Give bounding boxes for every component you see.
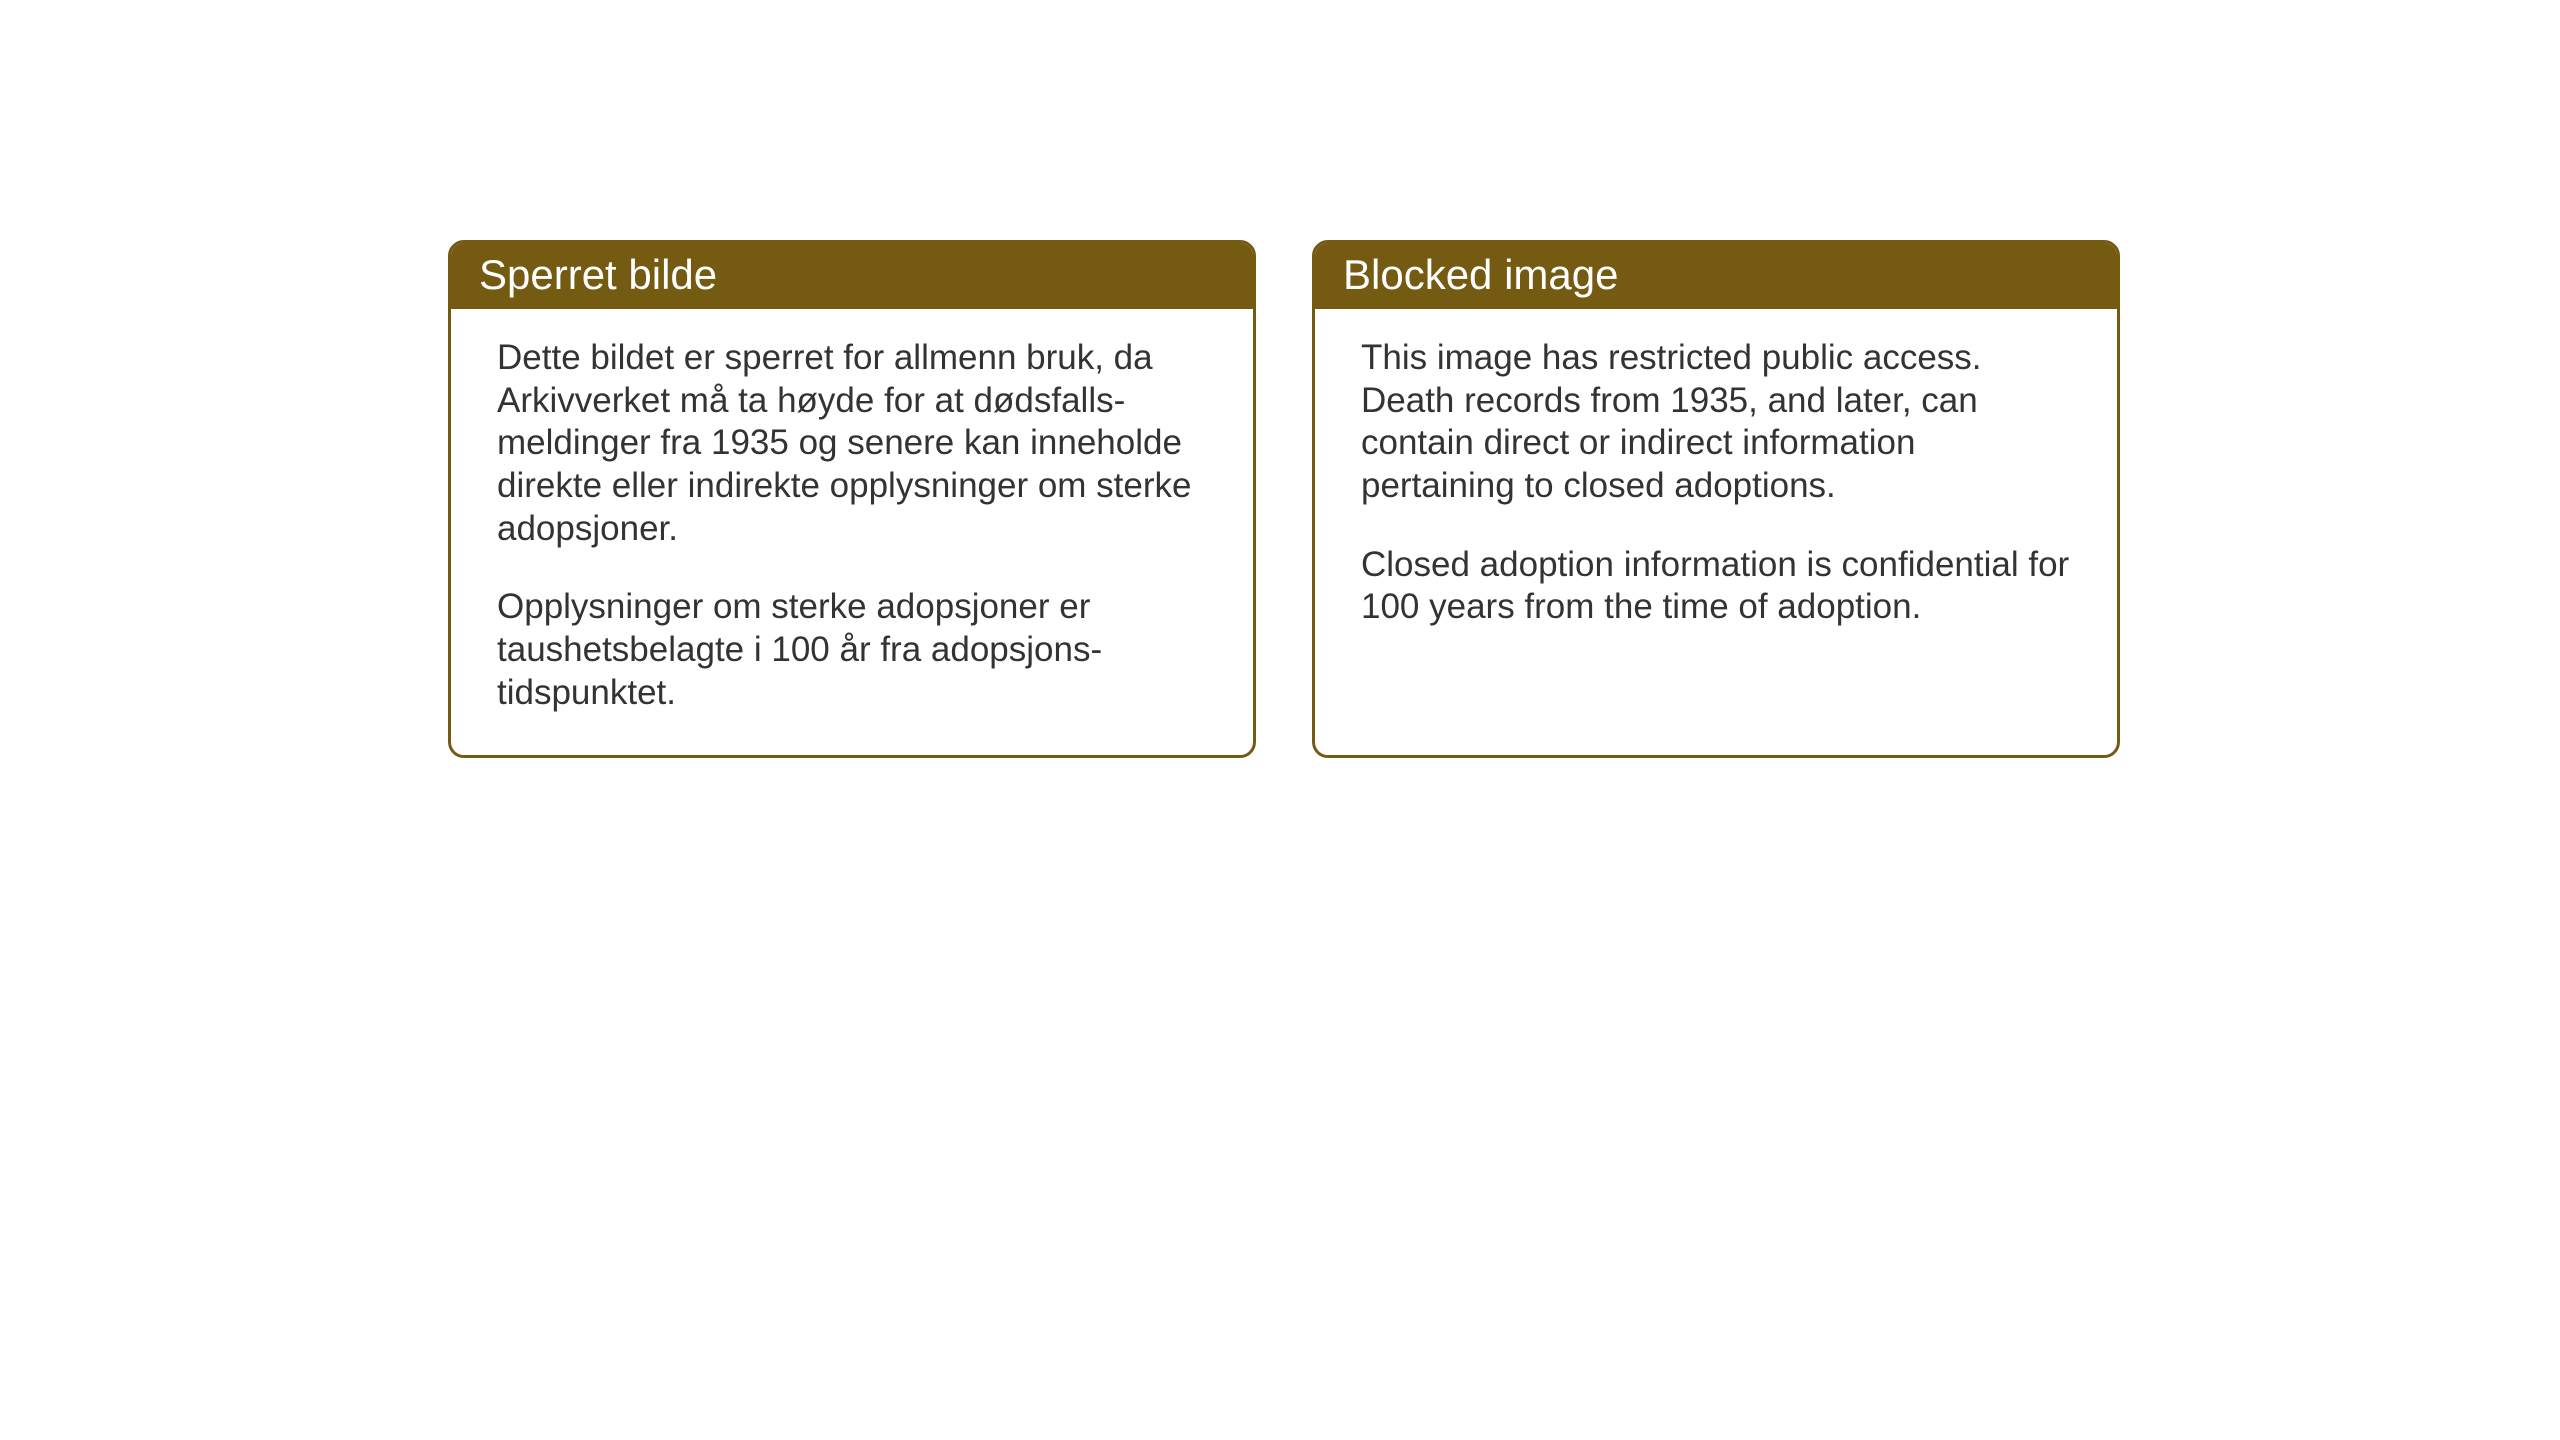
notice-title-norwegian: Sperret bilde (479, 251, 717, 298)
notice-card-english: Blocked image This image has restricted … (1312, 240, 2120, 758)
notice-container: Sperret bilde Dette bildet er sperret fo… (448, 240, 2120, 758)
notice-body-norwegian: Dette bildet er sperret for allmenn bruk… (451, 309, 1253, 755)
notice-title-english: Blocked image (1343, 251, 1618, 298)
notice-paragraph-2-norwegian: Opplysninger om sterke adopsjoner er tau… (497, 586, 1207, 714)
notice-paragraph-1-english: This image has restricted public access.… (1361, 337, 2071, 508)
notice-header-norwegian: Sperret bilde (451, 243, 1253, 309)
notice-body-english: This image has restricted public access.… (1315, 309, 2117, 733)
notice-paragraph-1-norwegian: Dette bildet er sperret for allmenn bruk… (497, 337, 1207, 550)
notice-paragraph-2-english: Closed adoption information is confident… (1361, 544, 2071, 629)
notice-header-english: Blocked image (1315, 243, 2117, 309)
notice-card-norwegian: Sperret bilde Dette bildet er sperret fo… (448, 240, 1256, 758)
